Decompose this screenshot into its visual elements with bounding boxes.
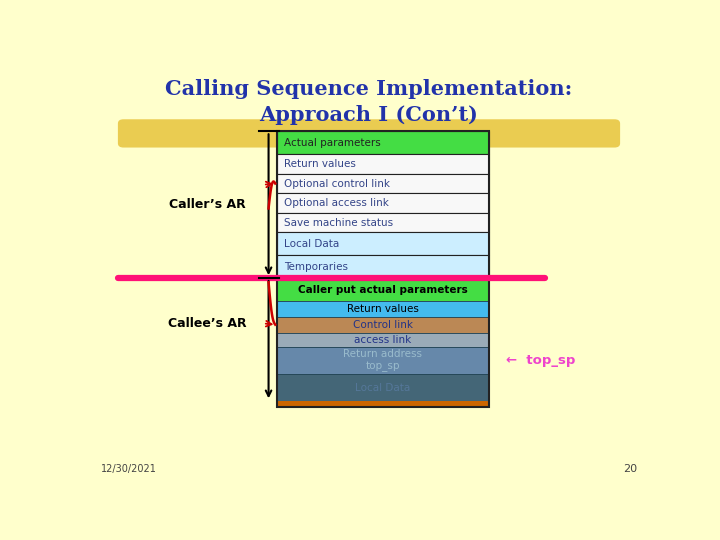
Text: Temporaries: Temporaries [284,262,348,272]
Text: 12/30/2021: 12/30/2021 [101,464,157,474]
Bar [277,193,489,213]
Text: Local Data: Local Data [356,383,410,393]
Text: Caller’s AR: Caller’s AR [168,198,246,211]
Bar [277,317,489,333]
Text: Return values: Return values [347,304,419,314]
FancyBboxPatch shape [118,119,620,147]
Bar [277,232,489,255]
Text: Caller put actual parameters: Caller put actual parameters [298,285,468,294]
Bar [277,131,489,154]
Text: access link: access link [354,335,412,345]
Bar [277,333,489,347]
Bar [277,301,489,317]
Bar [277,174,489,193]
Text: Save machine status: Save machine status [284,218,392,227]
Text: Local Data: Local Data [284,239,339,249]
Bar [277,278,489,301]
Text: Optional control link: Optional control link [284,179,390,188]
Bar [277,213,489,232]
Text: ←  top_sp: ← top_sp [505,354,575,367]
Bar [277,154,489,174]
Text: Optional access link: Optional access link [284,198,389,208]
Bar [277,131,489,407]
Bar [277,374,489,401]
Text: Return address
top_sp: Return address top_sp [343,349,423,372]
Text: Actual parameters: Actual parameters [284,138,380,148]
Text: Calling Sequence Implementation:
Approach I (Con’t): Calling Sequence Implementation: Approac… [166,79,572,125]
Text: Callee’s AR: Callee’s AR [168,316,246,329]
Text: Return values: Return values [284,159,356,169]
Bar [277,347,489,374]
Text: 20: 20 [623,464,637,474]
Bar [277,255,489,278]
Text: Control link: Control link [353,320,413,330]
Bar [277,401,489,407]
